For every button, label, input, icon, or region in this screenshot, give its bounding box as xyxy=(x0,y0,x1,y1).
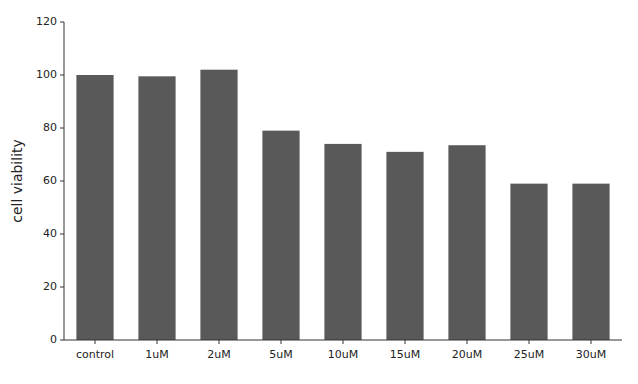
page: {"chart_data": {"type": "bar", "categori… xyxy=(0,0,638,384)
bar xyxy=(386,152,423,340)
y-tick-label: 40 xyxy=(43,227,57,240)
y-tick xyxy=(60,287,64,288)
chart-container: 0 20 40 60 80 100 120 control 1uM 2uM 5uM 10uM 15uM 2… xyxy=(0,0,638,384)
x-tick-label: 5uM xyxy=(269,348,292,361)
x-tick xyxy=(591,340,592,344)
x-tick xyxy=(467,340,468,344)
y-tick xyxy=(60,234,64,235)
x-tick-label: 15uM xyxy=(390,348,420,361)
bar xyxy=(76,75,113,340)
y-tick-label: 100 xyxy=(36,68,57,81)
y-tick xyxy=(60,75,64,76)
x-tick xyxy=(281,340,282,344)
x-tick xyxy=(157,340,158,344)
y-tick-label: 120 xyxy=(36,15,57,28)
x-tick xyxy=(529,340,530,344)
x-tick-label: 10uM xyxy=(328,348,358,361)
y-tick-label: 80 xyxy=(43,121,57,134)
x-tick xyxy=(343,340,344,344)
y-tick-label: 0 xyxy=(50,333,57,346)
bar xyxy=(200,70,237,340)
x-tick-label: control xyxy=(76,348,114,361)
chart-svg: 0 20 40 60 80 100 120 control 1uM 2uM 5uM 10uM 15uM 2… xyxy=(0,0,638,384)
x-tick-label: 20uM xyxy=(452,348,482,361)
axes: 0 20 40 60 80 100 120 control 1uM 2uM 5uM 10uM 15uM 2… xyxy=(36,15,622,361)
y-tick-label: 60 xyxy=(43,174,57,187)
background xyxy=(0,0,638,384)
x-tick-label: 1uM xyxy=(145,348,168,361)
x-tick-label: 2uM xyxy=(207,348,230,361)
bar xyxy=(324,144,361,340)
x-tick-label: 30uM xyxy=(576,348,606,361)
bar xyxy=(448,145,485,340)
x-tick xyxy=(95,340,96,344)
bars xyxy=(76,70,609,340)
y-tick xyxy=(60,340,64,341)
y-tick xyxy=(60,22,64,23)
bar xyxy=(572,184,609,340)
x-tick xyxy=(405,340,406,344)
x-tick-label: 25uM xyxy=(514,348,544,361)
y-tick xyxy=(60,181,64,182)
y-axis-label: cell viability xyxy=(9,139,25,223)
bar xyxy=(510,184,547,340)
y-tick-label: 20 xyxy=(43,280,57,293)
bar xyxy=(262,131,299,340)
x-tick xyxy=(219,340,220,344)
bar xyxy=(138,76,175,340)
y-tick xyxy=(60,128,64,129)
